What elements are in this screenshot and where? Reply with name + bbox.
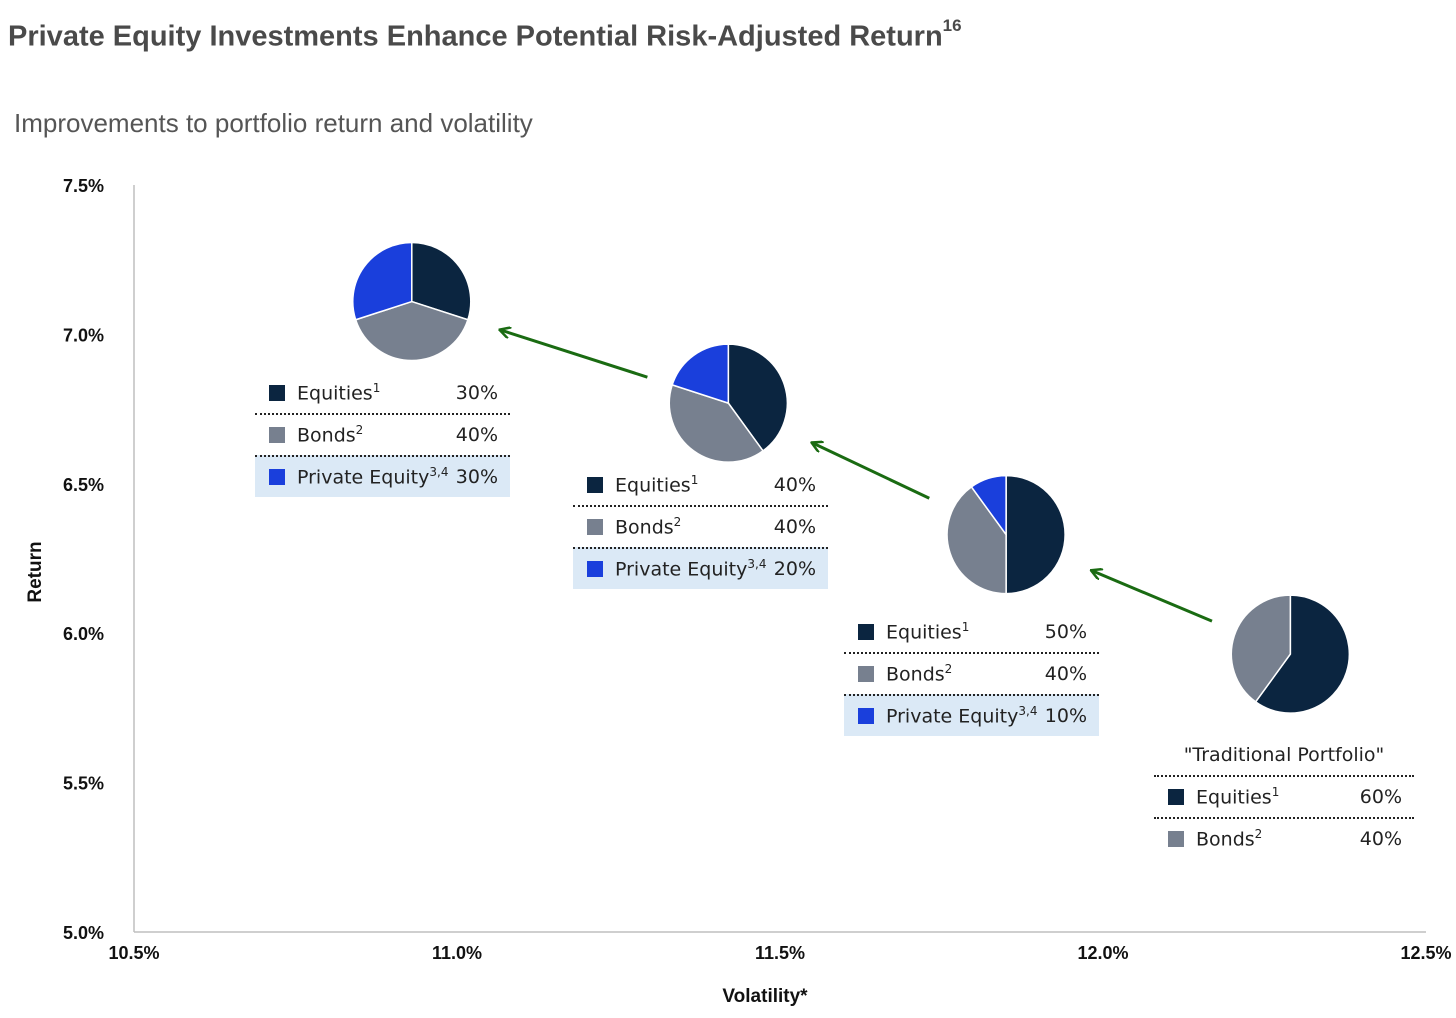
equities-swatch <box>269 385 285 401</box>
legend-row-equities: Equities1 60% <box>1154 775 1414 817</box>
y-tick-label: 7.5% <box>63 176 104 196</box>
private-equity-label: Private Equity3,4 <box>297 465 449 489</box>
private-equity-label: Private Equity3,4 <box>886 704 1038 728</box>
legend-traditional: "Traditional Portfolio" Equities1 60% Bo… <box>1154 735 1414 859</box>
pie-slice-equities <box>1254 594 1351 714</box>
equities-label: Equities1 <box>886 620 970 644</box>
equities-swatch <box>1168 789 1184 805</box>
equities-label: Equities1 <box>1196 785 1280 809</box>
equities-value: 50% <box>1044 621 1087 643</box>
bonds-label: Bonds2 <box>297 423 364 447</box>
portfolio-pie <box>946 474 1066 595</box>
bonds-value: 40% <box>773 516 816 538</box>
x-tick-label: 11.0% <box>432 943 482 963</box>
bonds-swatch <box>858 666 874 682</box>
chart-subtitle: Improvements to portfolio return and vol… <box>14 108 533 138</box>
bonds-swatch <box>587 519 603 535</box>
x-tick-label: 12.0% <box>1077 943 1128 963</box>
legend-row-equities: Equities1 40% <box>573 465 828 505</box>
equities-value: 60% <box>1359 786 1402 808</box>
legend-row-bonds: Bonds2 40% <box>573 505 828 547</box>
legend-portfolio-20pe: Equities1 40% Bonds2 40% Private Equity3… <box>573 465 828 589</box>
y-tick-label: 5.0% <box>63 923 104 943</box>
private-equity-value: 30% <box>455 466 498 488</box>
bonds-value: 40% <box>1044 663 1087 685</box>
pie-slice-bonds <box>946 485 1007 595</box>
legend-row-private-equity: Private Equity3,4 20% <box>573 547 828 589</box>
legend-row-equities: Equities1 50% <box>844 612 1099 652</box>
portfolio-pie <box>352 241 472 362</box>
legend-portfolio-10pe: Equities1 50% Bonds2 40% Private Equity3… <box>844 612 1099 736</box>
pie-slice-bonds <box>668 383 765 463</box>
bonds-swatch <box>1168 831 1184 847</box>
pie-slice-equities <box>727 343 789 452</box>
legend-row-bonds: Bonds2 40% <box>1154 817 1414 859</box>
pie-slice-bonds <box>1230 594 1292 703</box>
bonds-label: Bonds2 <box>886 662 953 686</box>
y-tick-label: 6.5% <box>63 475 104 495</box>
pie-slice-private-equity <box>352 241 413 321</box>
y-tick-label: 5.5% <box>63 774 104 794</box>
improvement-arrow <box>812 443 930 500</box>
portfolio-pie <box>1230 594 1351 714</box>
bonds-label: Bonds2 <box>615 515 682 539</box>
legend-portfolio-30pe: Equities1 30% Bonds2 40% Private Equity3… <box>255 373 510 497</box>
traditional-portfolio-caption: "Traditional Portfolio" <box>1183 744 1385 766</box>
x-tick-label: 12.5% <box>1400 943 1451 963</box>
pie-slice-equities <box>411 241 472 321</box>
legend-row-bonds: Bonds2 40% <box>844 652 1099 694</box>
bonds-value: 40% <box>455 424 498 446</box>
pie-slice-private-equity <box>970 474 1007 537</box>
equities-label: Equities1 <box>297 381 381 405</box>
bonds-swatch <box>269 427 285 443</box>
private-equity-swatch <box>587 561 603 577</box>
equities-label: Equities1 <box>615 473 699 497</box>
x-tick-label: 11.5% <box>755 943 805 963</box>
y-tick-label: 6.0% <box>63 624 104 644</box>
private-equity-label: Private Equity3,4 <box>615 557 767 581</box>
equities-swatch <box>587 477 603 493</box>
private-equity-value: 20% <box>773 558 816 580</box>
y-tick-label: 7.0% <box>63 325 104 345</box>
bonds-value: 40% <box>1359 828 1402 850</box>
pie-slice-bonds <box>354 300 469 362</box>
pie-slice-equities <box>1005 474 1066 595</box>
bonds-label: Bonds2 <box>1196 827 1263 851</box>
equities-swatch <box>858 624 874 640</box>
pie-slice-private-equity <box>671 343 730 405</box>
equities-value: 30% <box>455 382 498 404</box>
private-equity-swatch <box>858 708 874 724</box>
y-axis-title: Return <box>25 541 46 602</box>
private-equity-swatch <box>269 469 285 485</box>
private-equity-value: 10% <box>1044 705 1087 727</box>
chart-title: Private Equity Investments Enhance Poten… <box>8 16 962 53</box>
improvement-arrow <box>1092 571 1213 623</box>
legend-row-equities: Equities1 30% <box>255 373 510 413</box>
legend-row-private-equity: Private Equity3,4 30% <box>255 455 510 497</box>
legend-row-bonds: Bonds2 40% <box>255 413 510 455</box>
improvement-arrow <box>500 330 648 379</box>
title-footnote: 16 <box>942 16 962 35</box>
portfolio-pie <box>668 343 789 463</box>
x-tick-label: 10.5% <box>108 943 159 963</box>
legend-row-private-equity: Private Equity3,4 10% <box>844 694 1099 736</box>
x-axis-title: Volatility* <box>722 986 808 1007</box>
equities-value: 40% <box>773 474 816 496</box>
